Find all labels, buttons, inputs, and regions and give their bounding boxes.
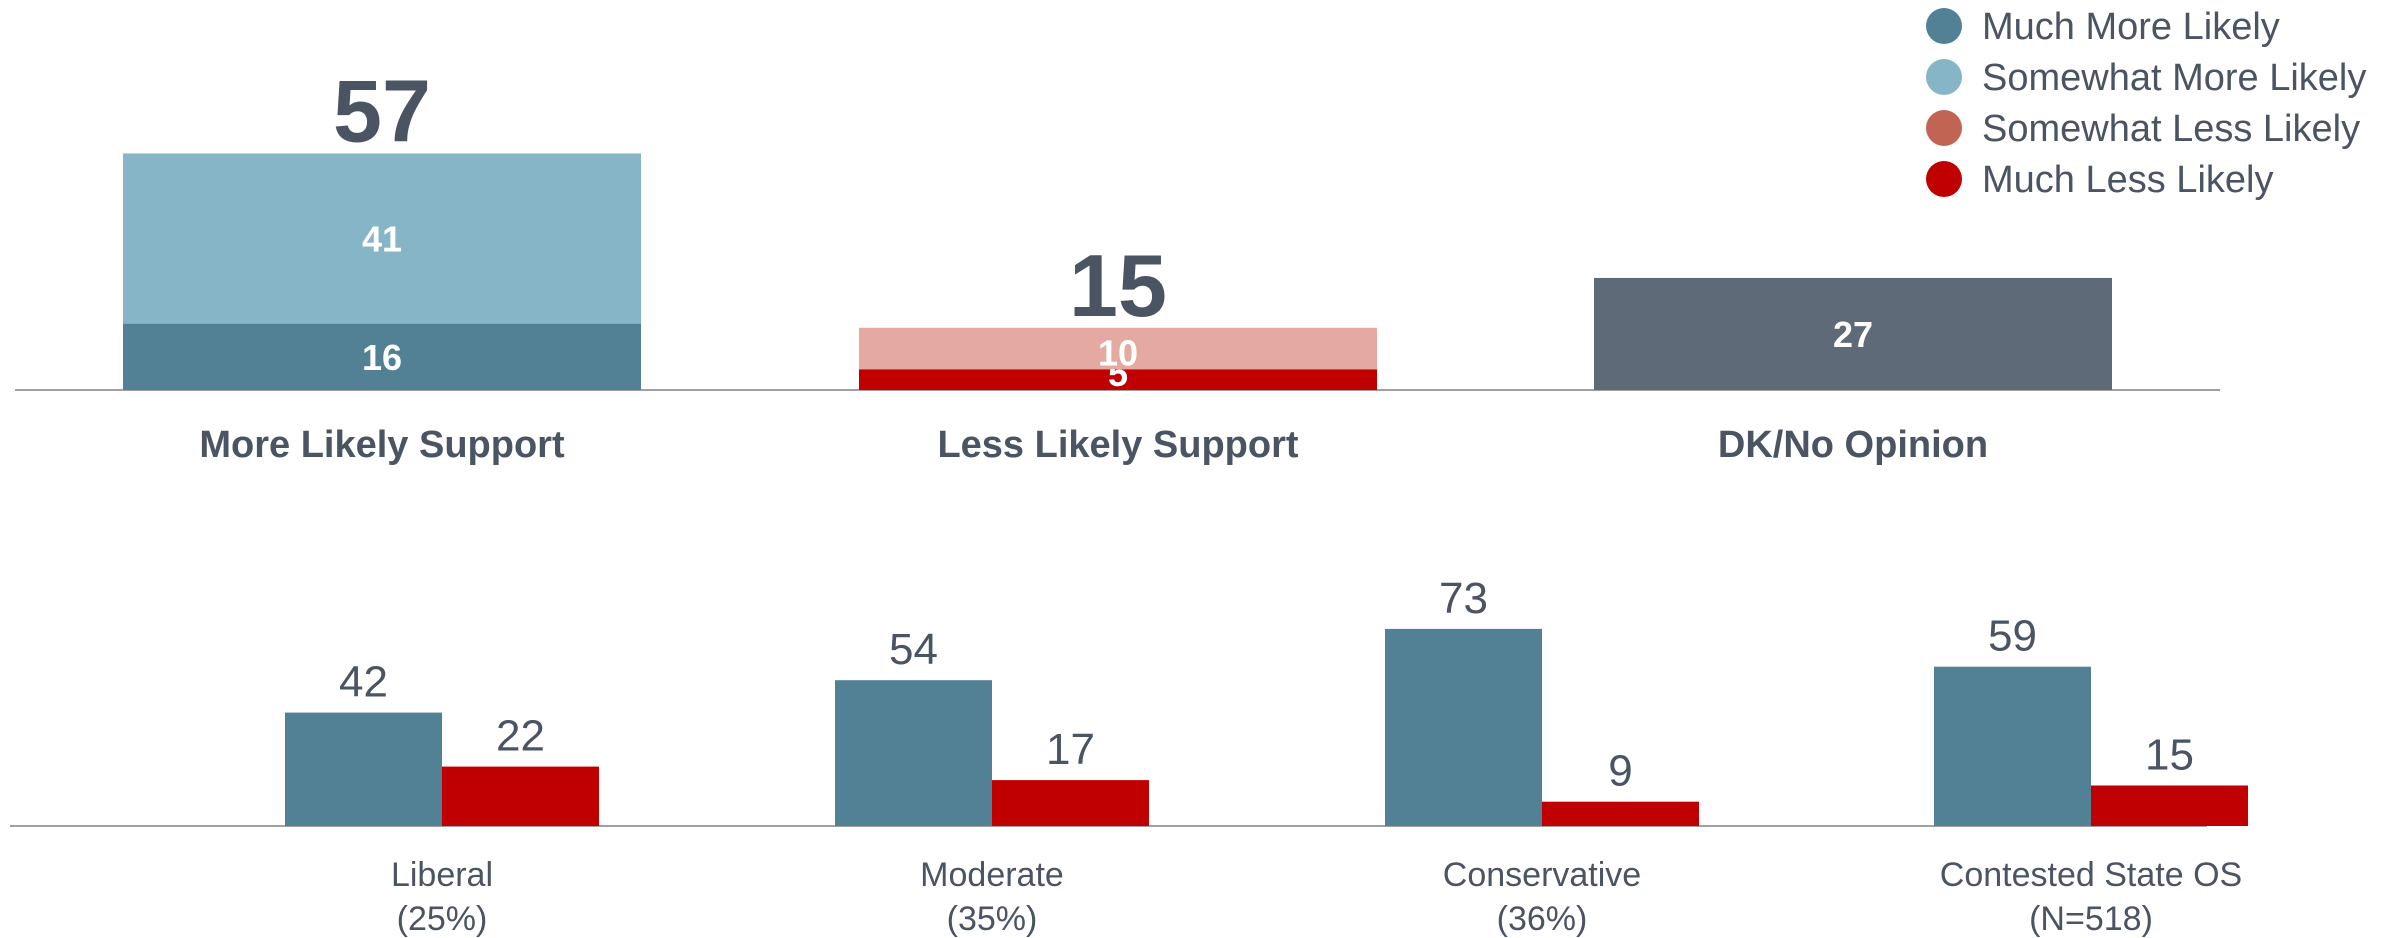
bottom-bar-2-1	[1542, 801, 1699, 826]
bottom-value-label-2-0: 73	[1439, 574, 1488, 623]
bottom-category-label-3: Contested State OS	[1940, 856, 2242, 894]
legend-marker-0	[1926, 8, 1962, 44]
legend-marker-2	[1926, 110, 1962, 146]
bottom-value-label-1-0: 54	[889, 625, 938, 674]
top-total-1: 15	[1069, 236, 1167, 335]
bottom-bar-0-0	[285, 712, 442, 826]
top-bar-0-seg-0	[123, 323, 641, 390]
bottom-category-label-2: Conservative	[1443, 856, 1641, 894]
top-seg-label-2-0: 27	[1833, 314, 1873, 355]
top-category-label-0: More Likely Support	[199, 424, 565, 466]
bottom-bar-2-0	[1385, 628, 1542, 826]
top-bar-1-seg-1	[859, 327, 1377, 370]
bottom-category-sub-0: (25%)	[397, 900, 488, 938]
top-seg-label-1-1: 10	[1098, 332, 1138, 373]
bottom-bar-1-1	[992, 780, 1149, 826]
bottom-bar-1-0	[835, 680, 992, 826]
bottom-value-label-3-0: 59	[1988, 612, 2037, 661]
bottom-value-label-2-1: 9	[1608, 747, 1632, 796]
bottom-category-label-0: Liberal	[391, 856, 493, 894]
bottom-bar-3-1	[2091, 785, 2248, 826]
legend-marker-3	[1926, 161, 1962, 197]
top-category-label-2: DK/No Opinion	[1718, 424, 1988, 466]
bottom-grouped-chart: 42 22 Liberal (25%) 54 17 Moderate (35%) 73 9 Cons…	[10, 574, 2248, 938]
legend: Much More Likely Somewhat More Likely Some…	[1926, 6, 2366, 201]
legend-marker-1	[1926, 59, 1962, 95]
bottom-category-sub-1: (35%)	[947, 900, 1038, 938]
top-bar-2-seg-0	[1594, 277, 2112, 390]
bottom-bar-0-1	[442, 766, 599, 826]
legend-label-3: Much Less Likely	[1982, 159, 2273, 201]
top-category-label-1: Less Likely Support	[937, 424, 1298, 466]
legend-label-0: Much More Likely	[1982, 6, 2280, 48]
bottom-bar-3-0	[1934, 666, 2091, 826]
legend-label-1: Somewhat More Likely	[1982, 57, 2366, 99]
bottom-category-sub-3: (N=518)	[2029, 900, 2153, 938]
top-total-0: 57	[333, 61, 431, 160]
top-bar-0-seg-1	[123, 153, 641, 324]
bottom-category-sub-2: (36%)	[1497, 900, 1588, 938]
bottom-value-label-0-1: 22	[496, 712, 545, 761]
legend-label-2: Somewhat Less Likely	[1982, 108, 2360, 150]
top-seg-label-0-1: 41	[362, 219, 402, 260]
bottom-value-label-3-1: 15	[2145, 731, 2194, 780]
bottom-value-label-0-0: 42	[339, 658, 388, 707]
bottom-value-label-1-1: 17	[1046, 725, 1095, 774]
top-seg-label-0-0: 16	[362, 337, 402, 378]
bottom-category-label-1: Moderate	[920, 856, 1064, 894]
top-bar-1-seg-0	[859, 369, 1377, 390]
